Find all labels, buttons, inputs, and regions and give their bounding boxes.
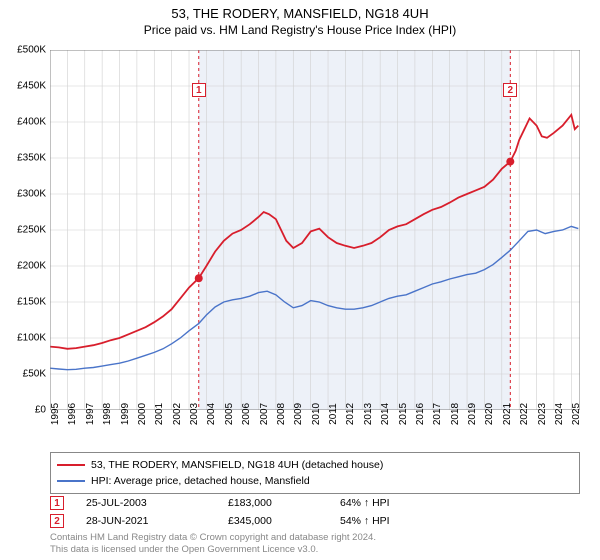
title-address: 53, THE RODERY, MANSFIELD, NG18 4UH xyxy=(0,6,600,21)
x-tick-label: 2007 xyxy=(259,403,270,425)
x-tick-label: 2025 xyxy=(571,403,582,425)
x-tick-label: 2012 xyxy=(345,403,356,425)
marker-number-box: 1 xyxy=(50,496,64,510)
legend-box: 53, THE RODERY, MANSFIELD, NG18 4UH (det… xyxy=(50,452,580,494)
marker-price: £183,000 xyxy=(228,497,318,509)
x-tick-label: 2023 xyxy=(537,403,548,425)
x-tick-label: 2006 xyxy=(241,403,252,425)
marker-number-box: 2 xyxy=(50,514,64,528)
x-tick-label: 1996 xyxy=(67,403,78,425)
marker-row: 1 25-JUL-2003 £183,000 64% ↑ HPI xyxy=(50,494,580,512)
x-tick-label: 2003 xyxy=(189,403,200,425)
marker-price: £345,000 xyxy=(228,515,318,527)
chart-marker-box: 2 xyxy=(503,83,517,97)
x-tick-label: 2020 xyxy=(484,403,495,425)
x-tick-label: 2016 xyxy=(415,403,426,425)
x-tick-label: 2002 xyxy=(172,403,183,425)
marker-hpi: 54% ↑ HPI xyxy=(340,515,460,527)
y-tick-label: £400K xyxy=(17,117,46,128)
y-tick-label: £100K xyxy=(17,333,46,344)
x-tick-label: 2014 xyxy=(380,403,391,425)
chart-area: £0£50K£100K£150K£200K£250K£300K£350K£400… xyxy=(50,50,580,410)
footer-line: Contains HM Land Registry data © Crown c… xyxy=(50,532,376,544)
marker-date: 28-JUN-2021 xyxy=(86,515,206,527)
marker-hpi: 64% ↑ HPI xyxy=(340,497,460,509)
x-tick-label: 1995 xyxy=(50,403,61,425)
x-tick-label: 1999 xyxy=(120,403,131,425)
x-tick-label: 2010 xyxy=(311,403,322,425)
x-tick-label: 2024 xyxy=(554,403,565,425)
footer-attribution: Contains HM Land Registry data © Crown c… xyxy=(50,532,376,556)
y-tick-label: £250K xyxy=(17,225,46,236)
legend-swatch xyxy=(57,464,85,466)
y-tick-label: £150K xyxy=(17,297,46,308)
x-tick-label: 2005 xyxy=(224,403,235,425)
chart-svg xyxy=(50,50,580,410)
x-tick-label: 2000 xyxy=(137,403,148,425)
x-tick-label: 2017 xyxy=(432,403,443,425)
title-block: 53, THE RODERY, MANSFIELD, NG18 4UH Pric… xyxy=(0,0,600,37)
x-tick-label: 2004 xyxy=(206,403,217,425)
x-tick-label: 2021 xyxy=(502,403,513,425)
y-tick-label: £300K xyxy=(17,189,46,200)
marker-table: 1 25-JUL-2003 £183,000 64% ↑ HPI 2 28-JU… xyxy=(50,494,580,530)
x-tick-label: 1997 xyxy=(85,403,96,425)
legend-label: 53, THE RODERY, MANSFIELD, NG18 4UH (det… xyxy=(91,459,383,471)
y-tick-label: £50K xyxy=(23,369,46,380)
marker-row: 2 28-JUN-2021 £345,000 54% ↑ HPI xyxy=(50,512,580,530)
y-tick-label: £200K xyxy=(17,261,46,272)
x-tick-label: 2018 xyxy=(450,403,461,425)
x-tick-label: 2009 xyxy=(293,403,304,425)
marker-date: 25-JUL-2003 xyxy=(86,497,206,509)
chart-marker-box: 1 xyxy=(192,83,206,97)
x-tick-label: 2011 xyxy=(328,403,339,425)
x-tick-label: 2022 xyxy=(519,403,530,425)
x-tick-label: 2008 xyxy=(276,403,287,425)
legend-row: 53, THE RODERY, MANSFIELD, NG18 4UH (det… xyxy=(57,457,573,473)
legend-row: HPI: Average price, detached house, Mans… xyxy=(57,473,573,489)
x-tick-label: 2015 xyxy=(398,403,409,425)
footer-line: This data is licensed under the Open Gov… xyxy=(50,544,376,556)
x-tick-label: 2019 xyxy=(467,403,478,425)
x-tick-label: 2013 xyxy=(363,403,374,425)
legend-label: HPI: Average price, detached house, Mans… xyxy=(91,475,310,487)
y-tick-label: £500K xyxy=(17,45,46,56)
y-tick-label: £350K xyxy=(17,153,46,164)
x-tick-label: 2001 xyxy=(154,403,165,425)
chart-container: 53, THE RODERY, MANSFIELD, NG18 4UH Pric… xyxy=(0,0,600,560)
legend-swatch xyxy=(57,480,85,482)
y-tick-label: £450K xyxy=(17,81,46,92)
title-subtitle: Price paid vs. HM Land Registry's House … xyxy=(0,23,600,37)
x-tick-label: 1998 xyxy=(102,403,113,425)
y-tick-label: £0 xyxy=(35,405,46,416)
